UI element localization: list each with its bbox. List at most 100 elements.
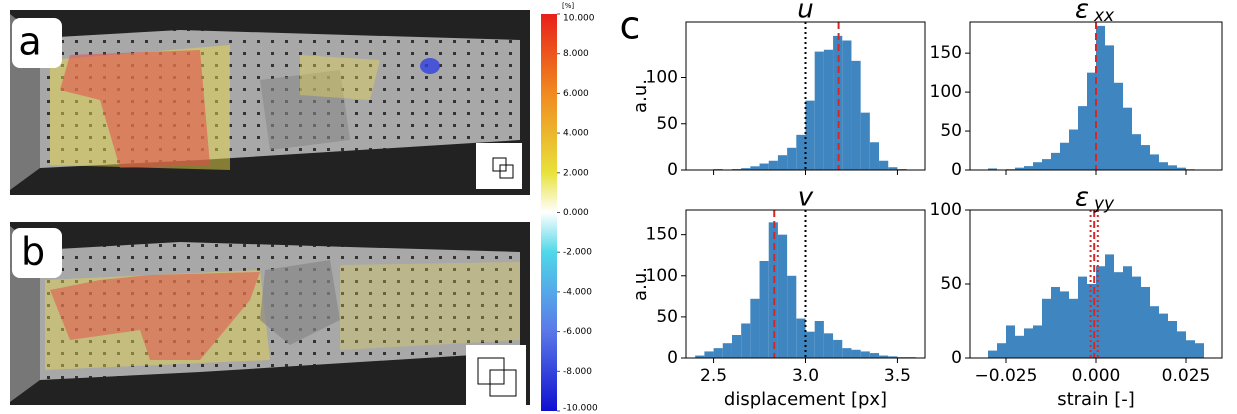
bar (1105, 254, 1114, 358)
y-tick-label: 100 (646, 68, 678, 88)
bar (1141, 145, 1150, 170)
x-tick-label: 0.025 (1162, 366, 1211, 386)
bar (1087, 72, 1096, 170)
bar (851, 349, 861, 358)
bar (879, 160, 889, 170)
bar (1015, 335, 1024, 358)
bar (814, 51, 824, 170)
bar (888, 167, 898, 170)
bar (1006, 325, 1015, 358)
bar (1168, 321, 1177, 358)
bar (1051, 286, 1060, 358)
x-tick-label: 2.5 (700, 366, 727, 386)
bar (1114, 272, 1123, 358)
bar (879, 355, 889, 358)
bar (768, 160, 778, 170)
bar (695, 355, 705, 358)
bar (1042, 298, 1051, 358)
colorbar-tick-label: -10.000 (563, 404, 598, 414)
bar (741, 168, 751, 170)
bar (1150, 154, 1159, 170)
bar (1141, 286, 1150, 358)
y-axis-label: a.u. (630, 267, 651, 301)
bar (805, 100, 815, 170)
bar (1033, 325, 1042, 358)
bar (1015, 167, 1024, 170)
bar (805, 331, 815, 358)
bar (1078, 106, 1087, 170)
bar (988, 350, 997, 358)
bar (833, 339, 843, 358)
bar (1024, 166, 1033, 170)
bar (869, 142, 880, 170)
bar (1042, 159, 1051, 170)
bar (1105, 45, 1114, 170)
bar (842, 40, 852, 170)
colorbar-title: [%] (562, 2, 574, 10)
x-tick-label: 3.5 (884, 366, 911, 386)
bar (1024, 328, 1033, 358)
bar (1195, 343, 1204, 358)
y-tick-label: 100 (930, 82, 962, 102)
bar (823, 333, 834, 358)
y-axis-label: a.u. (630, 79, 651, 113)
bar (1078, 276, 1087, 358)
colorbar-tick-label: 6.000 (563, 89, 589, 99)
axes-title: ε (1075, 183, 1089, 213)
bar (997, 343, 1006, 358)
bar (1159, 162, 1168, 170)
bar (1168, 165, 1177, 170)
bar (787, 147, 797, 170)
x-tick-label: −0.025 (975, 366, 1038, 386)
bar (777, 155, 788, 170)
bar (814, 321, 824, 358)
bar (750, 166, 760, 170)
y-tick-label: 0 (951, 348, 962, 368)
panel-label: a (18, 20, 41, 64)
x-axis-label: displacement [px] (724, 389, 887, 410)
bar (1114, 82, 1123, 170)
panel-label: b (21, 230, 45, 274)
colorbar-tick-label: 8.000 (563, 49, 589, 59)
y-tick-label: 150 (930, 43, 962, 63)
bar (1177, 331, 1186, 358)
axes-title: v (798, 183, 814, 213)
bar (1123, 107, 1132, 170)
axes-title-subscript: yy (1093, 194, 1115, 214)
y-tick-label: 50 (656, 307, 678, 327)
bar (1186, 340, 1195, 358)
bar (988, 168, 997, 170)
colorbar (541, 14, 557, 411)
bar (888, 356, 898, 358)
axes-title-subscript: xx (1093, 6, 1115, 26)
y-tick-label: 50 (940, 121, 962, 141)
bar (731, 334, 742, 358)
y-tick-label: 0 (667, 348, 678, 368)
axes-title: u (797, 0, 813, 25)
panel-label: c (620, 4, 641, 48)
bar (1060, 291, 1069, 358)
bar (1132, 276, 1141, 358)
bar (796, 318, 806, 358)
bar (704, 351, 714, 358)
bar (1177, 167, 1186, 170)
colorbar-tick-label: 0.000 (563, 208, 589, 218)
bar (823, 49, 834, 170)
bar (741, 323, 751, 358)
bar (713, 348, 723, 358)
bar (860, 351, 870, 358)
colorbar-tick-label: 2.000 (563, 168, 589, 178)
axes-title: ε (1075, 0, 1089, 25)
bar (722, 343, 732, 358)
bar (842, 348, 852, 358)
y-tick-label: 0 (951, 160, 962, 180)
colorbar-tick-label: -2.000 (563, 248, 592, 258)
bar (1150, 306, 1159, 358)
y-tick-label: 150 (646, 225, 678, 245)
image-b (10, 222, 530, 405)
bar (1069, 129, 1078, 170)
bar (1096, 25, 1105, 170)
colorbar-tick-label: -4.000 (563, 287, 592, 297)
bar (787, 275, 797, 358)
